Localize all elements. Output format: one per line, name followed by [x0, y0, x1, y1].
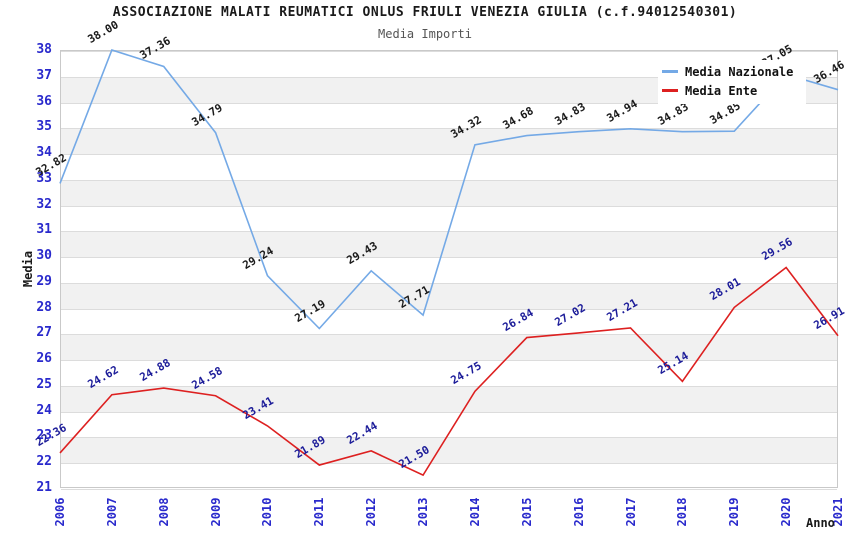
gridline	[61, 385, 837, 387]
plot-band	[61, 179, 837, 206]
legend-item: Media Nazionale	[658, 62, 806, 81]
gridline	[61, 257, 837, 259]
y-tick-label: 28	[36, 299, 52, 315]
x-tick-label: 2014	[467, 497, 482, 527]
plot-band	[61, 385, 837, 412]
legend-label: Media Nazionale	[685, 64, 794, 79]
legend-line-swatch	[662, 89, 678, 92]
x-tick-label: 2006	[53, 497, 67, 527]
y-tick-label: 38	[36, 42, 52, 57]
x-tick-label: 2011	[312, 497, 327, 527]
y-tick-label: 29	[36, 273, 52, 289]
y-tick-label: 22	[36, 454, 52, 470]
y-tick-label: 25	[36, 376, 52, 392]
gridline	[61, 205, 837, 207]
y-axis-title: Media	[21, 250, 35, 288]
gridline	[61, 308, 837, 310]
gridline	[61, 51, 837, 52]
x-tick-label: 2009	[208, 497, 223, 527]
y-tick-label: 26	[36, 351, 52, 367]
y-tick-label: 34	[36, 145, 52, 161]
y-tick-label: 21	[36, 480, 52, 495]
plot-band	[61, 334, 837, 361]
gridline	[61, 154, 837, 156]
gridline	[61, 463, 837, 465]
x-tick-label: 2019	[727, 497, 742, 527]
y-tick-label: 31	[36, 222, 52, 238]
y-tick-label: 30	[36, 248, 52, 264]
x-tick-label: 2010	[260, 497, 275, 527]
x-tick-label: 2016	[571, 497, 586, 527]
chart-title: ASSOCIAZIONE MALATI REUMATICI ONLUS FRIU…	[112, 5, 738, 20]
x-tick-label: 2012	[364, 497, 379, 527]
x-tick-label: 2020	[779, 497, 794, 527]
x-tick-label: 2018	[675, 497, 690, 527]
x-tick-label: 2008	[156, 497, 171, 527]
chart-subtitle: Media Importi	[378, 27, 472, 41]
y-tick-label: 35	[36, 119, 52, 135]
y-tick-label: 24	[36, 402, 52, 418]
gridline	[61, 179, 837, 181]
x-tick-label: 2015	[519, 497, 534, 527]
x-tick-label: 2013	[416, 497, 431, 527]
gridline	[61, 437, 837, 439]
y-tick-label: 32	[36, 196, 52, 212]
x-tick-label: 2017	[623, 497, 638, 527]
plot-band	[61, 437, 837, 464]
gridline	[61, 231, 837, 233]
gridline	[61, 411, 837, 413]
gridline	[61, 334, 837, 336]
gridline	[61, 489, 837, 490]
gridline	[61, 360, 837, 362]
x-tick-label: 2007	[104, 497, 119, 527]
value-label: 38.00	[85, 18, 121, 46]
legend-line-swatch	[662, 70, 678, 73]
y-tick-label: 23	[36, 428, 52, 444]
plot-band	[61, 231, 837, 258]
legend-label: Media Ente	[685, 83, 758, 98]
y-tick-label: 27	[36, 325, 52, 341]
y-tick-label: 36	[36, 93, 52, 109]
legend: Media Nazionale Media Ente	[658, 60, 806, 104]
legend-item: Media Ente	[658, 81, 806, 100]
y-tick-label: 37	[36, 67, 52, 83]
x-axis-title: Anno	[806, 516, 835, 530]
y-tick-label: 33	[36, 170, 52, 186]
